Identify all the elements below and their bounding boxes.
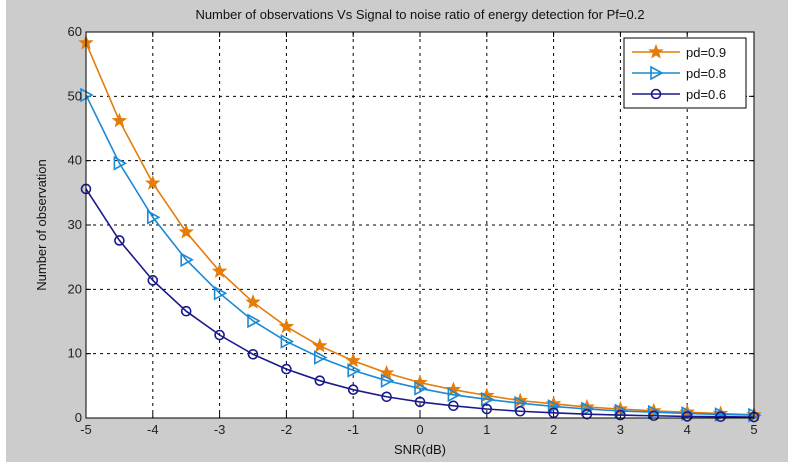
legend-marker (650, 88, 662, 100)
data-point-marker (147, 275, 159, 286)
x-tick-label: 4 (684, 422, 691, 437)
data-point-marker (147, 209, 161, 225)
data-point-marker (378, 364, 395, 380)
data-point-marker (715, 411, 726, 423)
legend: pd=0.9 pd=0.8 pd=0.6 (623, 37, 747, 109)
y-tick-label: 30 (68, 217, 82, 232)
y-tick-label: 50 (68, 88, 82, 103)
data-point-marker (614, 403, 629, 419)
data-point-marker (581, 401, 595, 417)
y-tick-label: 40 (68, 153, 82, 168)
data-point-marker (347, 384, 359, 395)
data-point-marker (414, 396, 426, 408)
data-point-marker (180, 252, 194, 268)
legend-item: pd=0.8 (632, 65, 726, 81)
x-tick-label: -1 (347, 422, 359, 437)
data-point-marker (247, 349, 259, 360)
y-axis-label: Number of observation (34, 159, 49, 291)
x-tick-label: 0 (416, 422, 423, 437)
x-tick-label: -4 (147, 422, 159, 437)
data-point-marker (245, 294, 261, 309)
data-point-marker (247, 313, 261, 329)
legend-label: pd=0.6 (686, 87, 726, 102)
data-point-marker (514, 405, 526, 417)
data-point-marker (281, 363, 292, 375)
data-point-marker (145, 175, 161, 190)
data-point-marker (481, 391, 495, 407)
data-point-marker (314, 350, 328, 365)
data-point-marker (213, 285, 228, 301)
series-pd-0-8 (80, 87, 762, 423)
x-tick-label: 5 (750, 422, 757, 437)
x-tick-label: 3 (617, 422, 624, 437)
chart: Number of observations Vs Signal to nois… (34, 7, 762, 457)
data-point-marker (312, 337, 328, 353)
data-point-marker (445, 381, 462, 397)
x-tick-label: -2 (281, 422, 293, 437)
data-point-marker (414, 381, 428, 396)
data-point-marker (347, 363, 361, 378)
data-point-marker (648, 410, 660, 422)
data-point-marker (178, 223, 194, 239)
data-point-marker (547, 399, 562, 414)
data-point-marker (548, 407, 559, 419)
data-point-marker (278, 318, 295, 334)
data-point-marker (448, 400, 459, 412)
data-point-marker (481, 403, 493, 415)
plot-frame (85, 31, 755, 419)
legend-marker (648, 43, 664, 59)
chart-title: Number of observations Vs Signal to nois… (195, 7, 644, 22)
data-point-marker (114, 235, 125, 246)
data-point-marker (111, 112, 128, 128)
data-point-marker (113, 155, 128, 171)
y-tick-label: 10 (68, 346, 82, 361)
data-point-marker (447, 387, 462, 403)
x-axis-label: SNR(dB) (394, 442, 446, 457)
legend-item: pd=0.9 (632, 43, 726, 60)
data-point-marker (681, 411, 693, 422)
series-line (85, 188, 755, 418)
series-line (85, 94, 755, 416)
data-point-marker (180, 305, 192, 317)
legend-label: pd=0.9 (686, 45, 726, 60)
data-point-marker (381, 391, 392, 403)
data-point-marker (345, 352, 361, 368)
data-point-marker (211, 263, 228, 278)
y-tick-label: 20 (68, 281, 82, 296)
x-tick-label: -5 (80, 422, 92, 437)
data-point-marker (280, 334, 295, 349)
x-tick-label: 2 (550, 422, 557, 437)
series-layer (78, 34, 762, 423)
y-tick-label: 60 (68, 24, 82, 39)
data-point-marker (615, 409, 626, 421)
x-tick-labels: -5 -4 -3 -2 -1 0 1 2 3 4 5 (80, 422, 757, 437)
legend-marker (650, 65, 664, 81)
data-point-marker (581, 408, 593, 420)
y-tick-labels: 0 10 20 30 40 50 60 (68, 24, 82, 425)
x-tick-label: -3 (214, 422, 226, 437)
data-point-marker (380, 373, 395, 389)
y-tick-label: 0 (75, 410, 82, 425)
data-point-marker (214, 329, 225, 341)
legend-item: pd=0.6 (632, 87, 726, 102)
data-point-marker (314, 375, 326, 386)
legend-label: pd=0.8 (686, 66, 726, 81)
figure-background: Number of observations Vs Signal to nois… (6, 0, 788, 462)
x-tick-label: 1 (483, 422, 490, 437)
